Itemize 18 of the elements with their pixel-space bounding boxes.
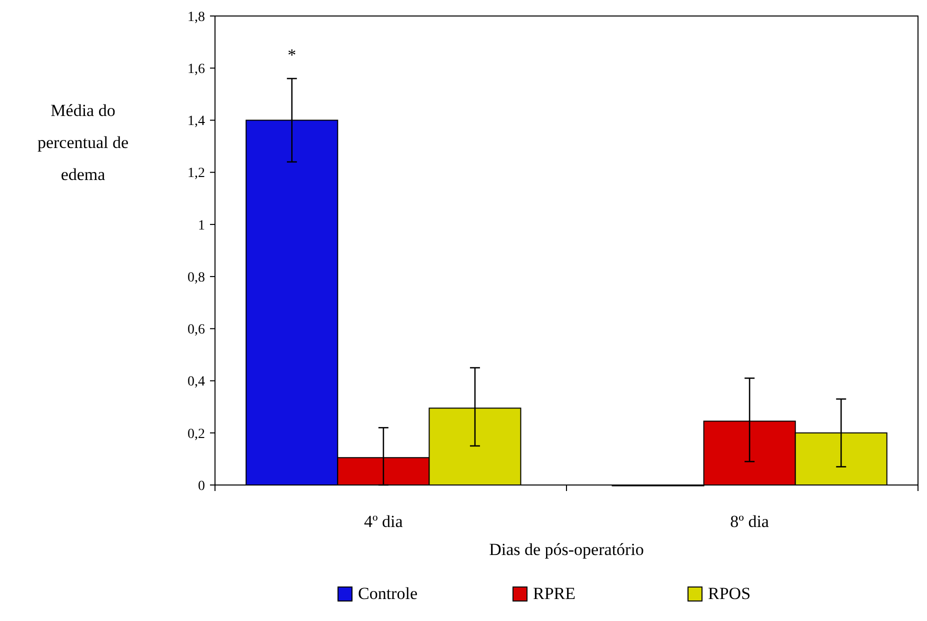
- y-tick-label: 1,2: [188, 166, 205, 182]
- legend-label: RPRE: [533, 584, 576, 603]
- y-tick-label: 0,2: [188, 426, 205, 442]
- legend-label: Controle: [358, 584, 418, 603]
- x-tick-label: 8º dia: [730, 512, 770, 531]
- y-tick-label: 0,8: [188, 270, 205, 286]
- y-tick-label: 0,6: [188, 322, 205, 338]
- legend-label: RPOS: [708, 584, 751, 603]
- y-tick-label: 0: [198, 478, 205, 494]
- y-tick-label: 1,6: [188, 62, 205, 78]
- y-axis-title: Média do percentual de edema: [37, 101, 129, 184]
- x-tick-label: 4º dia: [364, 512, 404, 531]
- y-tick-label: 1,8: [188, 10, 205, 25]
- x-axis-title: Dias de pós-operatório: [489, 540, 644, 559]
- y-tick-label: 1,4: [188, 114, 205, 130]
- annotation: *: [288, 46, 296, 65]
- y-tick-label: 0,4: [188, 374, 205, 390]
- y-tick-label: 1: [198, 218, 205, 234]
